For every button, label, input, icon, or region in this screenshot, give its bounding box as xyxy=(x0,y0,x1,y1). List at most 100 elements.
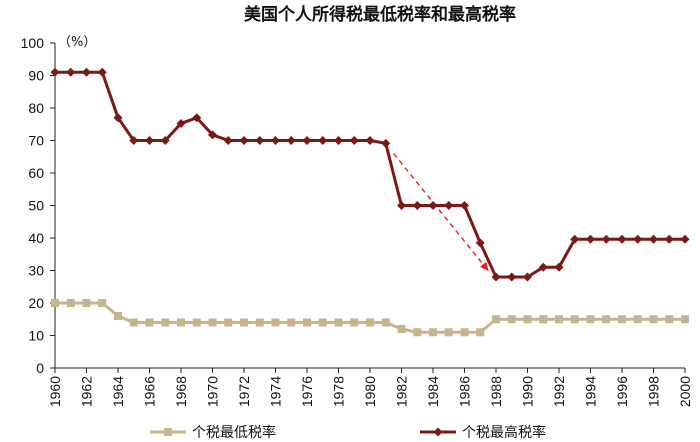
data-point xyxy=(97,67,107,77)
data-point xyxy=(633,315,642,324)
data-point xyxy=(208,318,217,327)
x-tick-label: 1976 xyxy=(299,376,315,407)
data-point xyxy=(82,299,91,307)
data-point xyxy=(429,328,437,337)
data-point xyxy=(444,328,453,337)
x-tick-label: 1988 xyxy=(488,376,504,407)
data-point xyxy=(492,315,500,324)
x-tick-label: 1996 xyxy=(614,376,630,407)
data-point xyxy=(82,67,91,77)
data-point xyxy=(397,325,406,333)
data-point xyxy=(366,318,374,327)
y-unit-label: （%） xyxy=(58,35,96,50)
data-point xyxy=(223,136,233,145)
x-tick-label: 1986 xyxy=(457,376,473,407)
data-point xyxy=(554,262,564,272)
legend-label: 个税最高税率 xyxy=(462,424,546,441)
legend-swatch-marker xyxy=(164,428,172,436)
data-point xyxy=(570,315,579,324)
data-point xyxy=(192,113,202,123)
data-point xyxy=(303,318,311,327)
data-point xyxy=(98,299,107,307)
data-point xyxy=(601,234,611,244)
data-point xyxy=(523,315,532,324)
data-point xyxy=(318,318,327,327)
data-point xyxy=(255,136,265,145)
legend: 个税最低税率 个税最高税率 xyxy=(150,424,546,441)
data-point xyxy=(444,201,454,210)
y-tick-label: 20 xyxy=(28,295,44,311)
data-point xyxy=(460,328,469,337)
data-point xyxy=(412,201,422,210)
x-tick-label: 2000 xyxy=(677,376,693,407)
data-point xyxy=(334,136,343,145)
data-point xyxy=(680,234,690,244)
x-tick-label: 1994 xyxy=(583,376,599,407)
data-point xyxy=(240,318,248,327)
data-point xyxy=(365,136,375,145)
data-point xyxy=(302,136,312,145)
data-point xyxy=(224,318,233,327)
data-point xyxy=(349,136,359,145)
chart-title: 美国个人所得税最低税率和最高税率 xyxy=(244,4,516,25)
data-point xyxy=(129,136,139,145)
data-point xyxy=(428,201,438,210)
data-point xyxy=(586,234,595,244)
legend-item: 个税最低税率 xyxy=(150,424,276,441)
data-point xyxy=(397,201,406,210)
data-point xyxy=(523,272,532,282)
data-point xyxy=(507,315,516,324)
y-tick-label: 80 xyxy=(28,100,44,116)
x-tick-label: 1968 xyxy=(173,376,189,407)
data-point xyxy=(539,315,548,324)
y-tick-label: 70 xyxy=(28,133,44,149)
data-point xyxy=(381,138,391,148)
data-point xyxy=(602,315,611,324)
y-tick-label: 40 xyxy=(28,230,44,246)
series-highest-rate xyxy=(50,67,690,282)
data-point xyxy=(176,118,186,128)
data-point xyxy=(271,136,280,145)
y-tick-label: 10 xyxy=(28,328,44,344)
y-tick-label: 30 xyxy=(28,263,44,279)
data-point xyxy=(160,136,170,145)
data-point xyxy=(649,234,658,244)
data-point xyxy=(114,312,122,320)
x-tick-label: 1980 xyxy=(362,376,378,407)
trend-arrow xyxy=(393,153,489,272)
data-point xyxy=(318,136,328,145)
data-point xyxy=(617,234,627,244)
data-point xyxy=(507,272,517,282)
data-point xyxy=(192,318,201,327)
data-point xyxy=(538,262,548,272)
data-point xyxy=(633,234,643,244)
x-tick-label: 1972 xyxy=(236,376,252,407)
legend-swatch-marker xyxy=(433,427,443,437)
series-lowest-rate xyxy=(51,299,689,337)
legend-label: 个税最低税率 xyxy=(192,424,276,441)
data-point xyxy=(491,272,501,282)
x-tick-label: 1984 xyxy=(425,376,441,407)
data-point xyxy=(129,318,138,327)
data-point xyxy=(50,67,60,77)
data-point xyxy=(51,299,59,307)
data-point xyxy=(586,315,595,324)
x-tick-label: 1960 xyxy=(47,376,63,407)
y-tick-label: 90 xyxy=(28,68,44,84)
data-point xyxy=(271,318,280,327)
data-point xyxy=(208,130,217,140)
data-point xyxy=(460,201,469,210)
x-tick-label: 1992 xyxy=(551,376,567,407)
data-point xyxy=(555,315,563,324)
data-point xyxy=(145,318,154,327)
series-group xyxy=(50,67,690,337)
data-point xyxy=(113,113,123,123)
data-point xyxy=(681,315,689,324)
x-tick-label: 1982 xyxy=(394,376,410,407)
data-point xyxy=(255,318,264,327)
axes: 0 10 20 30 40 50 60 70 80 90 100 1960 1962 1964 1966 19… xyxy=(21,35,693,407)
data-point xyxy=(649,315,658,324)
data-point xyxy=(475,238,485,248)
x-tick-label: 1966 xyxy=(142,376,158,407)
data-point xyxy=(334,318,343,327)
